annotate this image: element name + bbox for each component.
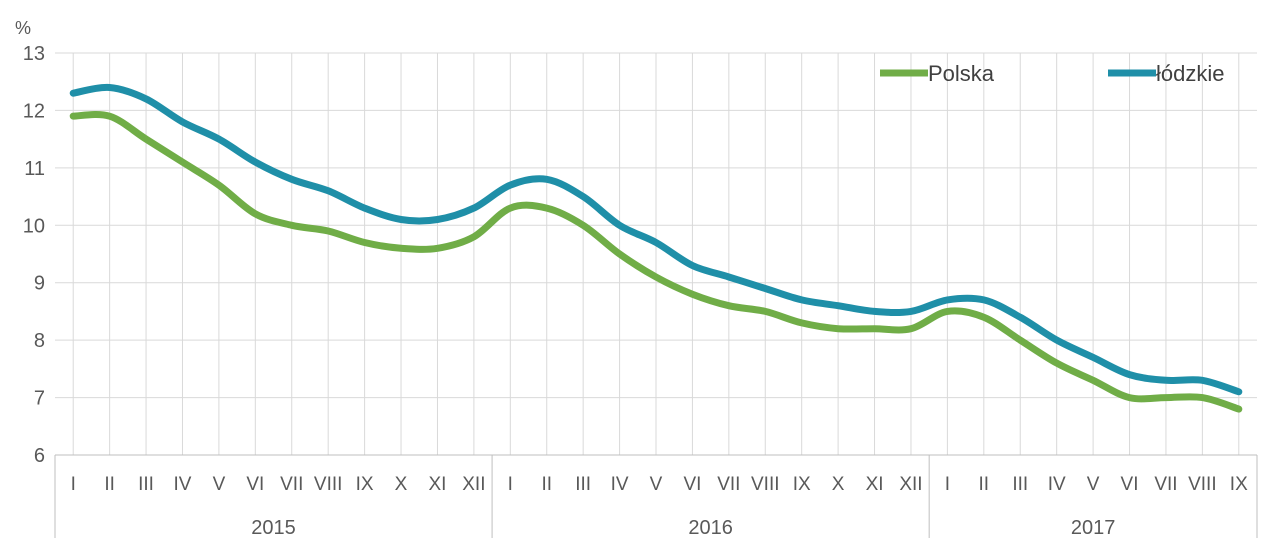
x-tick-label: VIII bbox=[751, 474, 780, 495]
x-tick-label: IV bbox=[174, 474, 192, 495]
x-tick-label: V bbox=[1087, 474, 1100, 495]
x-axis: I II III IV V VI VII VIII IX X XI XII I II III IV V VI VII… bbox=[54, 454, 1258, 538]
y-tick-label: 12 bbox=[23, 100, 45, 122]
x-tick-label: IV bbox=[611, 474, 629, 495]
series-line-Polska bbox=[69, 110, 1243, 413]
series-lines bbox=[69, 83, 1243, 413]
year-label: 2017 bbox=[1071, 517, 1116, 538]
x-tick-label: VII bbox=[717, 474, 740, 495]
y-tick-label: 9 bbox=[34, 273, 45, 295]
x-tick-label: III bbox=[1012, 474, 1028, 495]
x-tick-label: I bbox=[71, 474, 76, 495]
y-tick-label: 8 bbox=[34, 330, 45, 352]
x-tick-label: IX bbox=[1230, 474, 1248, 495]
x-tick-label: II bbox=[541, 474, 552, 495]
x-tick-label: I bbox=[508, 474, 513, 495]
x-tick-label: VII bbox=[1154, 474, 1177, 495]
x-tick-label: IX bbox=[356, 474, 374, 495]
y-tick-label: 10 bbox=[23, 215, 45, 237]
x-tick-label: XI bbox=[428, 474, 446, 495]
x-tick-label: II bbox=[979, 474, 990, 495]
series-line-łódzkie bbox=[69, 83, 1243, 396]
y-tick-label: 6 bbox=[34, 445, 45, 467]
legend-label: Polska bbox=[928, 61, 995, 86]
x-tick-label: IV bbox=[1048, 474, 1066, 495]
x-tick-label: II bbox=[104, 474, 115, 495]
x-tick-label: VI bbox=[1121, 474, 1139, 495]
x-tick-label: V bbox=[650, 474, 663, 495]
y-tick-label: 11 bbox=[24, 158, 45, 180]
legend-label: łódzkie bbox=[1156, 61, 1224, 86]
x-tick-label: VII bbox=[280, 474, 303, 495]
x-tick-label: I bbox=[945, 474, 950, 495]
x-tick-label: VIII bbox=[1188, 474, 1217, 495]
x-tick-label: XII bbox=[899, 474, 922, 495]
x-tick-label: IX bbox=[793, 474, 811, 495]
y-tick-label: 7 bbox=[34, 388, 45, 410]
year-label: 2016 bbox=[688, 517, 733, 538]
x-tick-label: X bbox=[395, 474, 408, 495]
y-axis-unit: % bbox=[15, 18, 31, 38]
y-tick-label: 13 bbox=[23, 43, 45, 65]
year-label: 2015 bbox=[251, 517, 296, 538]
x-tick-label: III bbox=[138, 474, 154, 495]
y-axis-ticks: 6 7 8 9 10 11 12 13 bbox=[23, 43, 45, 467]
x-tick-label: XI bbox=[866, 474, 884, 495]
gridlines bbox=[55, 52, 1257, 455]
x-tick-label: VI bbox=[246, 474, 264, 495]
x-tick-label: X bbox=[832, 474, 845, 495]
legend: Polska łódzkie bbox=[880, 61, 1224, 86]
x-tick-label: VI bbox=[683, 474, 701, 495]
x-tick-label: VIII bbox=[314, 474, 343, 495]
x-tick-label: III bbox=[575, 474, 591, 495]
x-tick-label: V bbox=[213, 474, 226, 495]
x-tick-label: XII bbox=[462, 474, 485, 495]
